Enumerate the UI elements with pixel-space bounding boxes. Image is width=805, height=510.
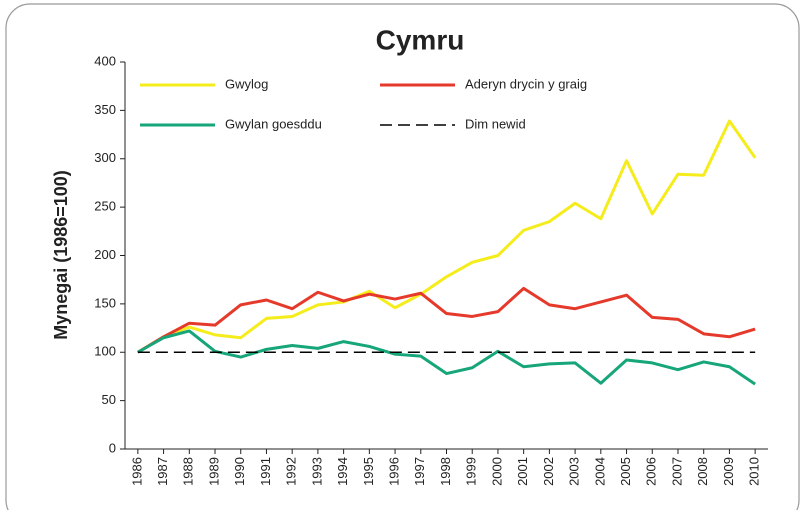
x-tick-label: 2009 [721,457,736,486]
x-tick-label: 1999 [464,457,479,486]
y-tick-label: 400 [94,53,116,68]
y-tick-label: 350 [94,102,116,117]
x-tick-label: 2010 [747,457,762,486]
x-tick-label: 2003 [567,457,582,486]
x-tick-label: 2007 [669,457,684,486]
x-tick-label: 1989 [206,457,221,486]
x-tick-label: 1997 [412,457,427,486]
series-line [137,286,756,354]
y-tick-label: 300 [94,150,116,165]
y-tick-label: 100 [94,344,116,359]
x-tick-label: 2004 [592,457,607,486]
x-tick-label: 2006 [644,457,659,486]
series-line [137,329,756,386]
x-tick-label: 1991 [258,457,273,486]
x-tick-label: 1986 [129,457,144,486]
y-tick-label: 150 [94,295,116,310]
y-tick-label: 50 [102,392,116,407]
legend-label: Aderyn drycin y graig [465,76,587,91]
x-tick-label: 1992 [284,457,299,486]
y-tick-label: 250 [94,199,116,214]
x-tick-label: 1995 [361,457,376,486]
x-tick-label: 1990 [232,457,247,486]
x-tick-label: 2000 [489,457,504,486]
legend-label: Gwylog [225,76,268,91]
legend-label: Dim newid [465,116,526,131]
series-line [137,119,757,354]
x-tick-label: 1988 [181,457,196,486]
y-axis-label: Mynegai (1986=100) [51,170,71,340]
x-tick-label: 1993 [309,457,324,486]
x-tick-label: 2008 [695,457,710,486]
x-tick-label: 2002 [541,457,556,486]
x-tick-label: 2001 [515,457,530,486]
y-tick-label: 0 [109,440,116,455]
legend-label: Gwylan goesddu [225,116,322,131]
x-tick-label: 1987 [155,457,170,486]
x-tick-label: 1998 [438,457,453,486]
x-tick-label: 2005 [618,457,633,486]
y-tick-label: 200 [94,247,116,262]
chart-title: Cymru [376,24,465,55]
x-tick-label: 1994 [335,457,350,486]
x-tick-label: 1996 [386,457,401,486]
